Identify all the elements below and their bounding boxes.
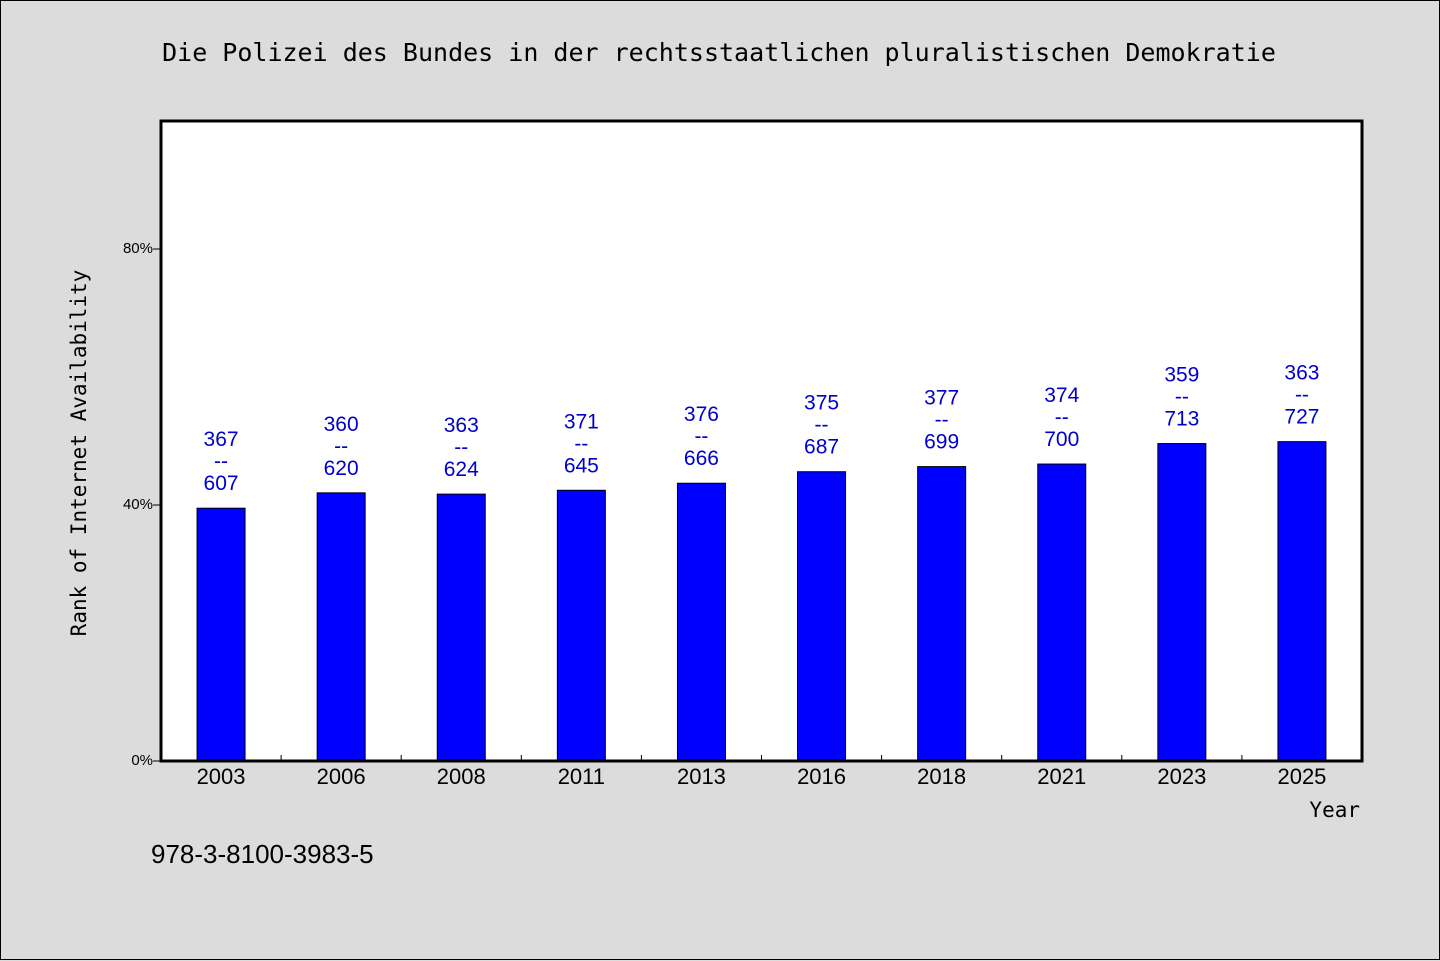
data-label-line: 700 xyxy=(1044,428,1079,451)
data-label-2003: 367 --607 xyxy=(204,428,239,495)
bar-2006 xyxy=(316,492,366,762)
x-axis-ticks: 2003 2006 2008 2011 2013 2016 2018 2021 2023 2025 xyxy=(197,755,1326,789)
data-label-line: -- xyxy=(334,435,348,458)
data-label-line: 666 xyxy=(684,447,719,470)
bars-group xyxy=(196,441,1327,762)
data-label-line: 359 xyxy=(1164,364,1199,387)
data-label-line: -- xyxy=(574,432,588,455)
data-label-2013: 376 --666 xyxy=(684,403,719,470)
bar-2016 xyxy=(797,471,847,762)
data-label-line: 360 xyxy=(324,413,359,436)
data-label-line: 607 xyxy=(204,472,239,495)
data-label-line: 624 xyxy=(444,458,479,481)
bar-2023 xyxy=(1157,443,1207,762)
bar-2003 xyxy=(196,507,246,762)
y-tick-label-0pct: 0% xyxy=(131,752,153,769)
data-label-2011: 371 --645 xyxy=(564,410,599,477)
bar-2018 xyxy=(917,466,967,762)
data-label-line: -- xyxy=(935,409,949,432)
data-label-line: 699 xyxy=(924,431,959,454)
data-label-line: -- xyxy=(815,414,829,437)
bar-2025 xyxy=(1277,441,1327,762)
bar-2021 xyxy=(1037,463,1087,762)
bar-2008 xyxy=(436,493,486,762)
x-tick-label-2018: 2018 xyxy=(917,764,966,789)
x-tick-label-2013: 2013 xyxy=(677,764,726,789)
x-tick-label-2023: 2023 xyxy=(1157,764,1206,789)
x-tick-label-2016: 2016 xyxy=(797,764,846,789)
data-label-line: -- xyxy=(1055,406,1069,429)
data-label-line: -- xyxy=(214,450,228,473)
y-tick-label-80pct: 80% xyxy=(123,240,153,257)
data-label-2016: 375 --687 xyxy=(804,392,839,459)
bar-2011 xyxy=(556,489,606,762)
data-label-2025: 363 --727 xyxy=(1284,362,1319,429)
data-label-line: 374 xyxy=(1044,384,1079,407)
bar-2013 xyxy=(676,482,726,762)
chart-title: Die Polizei des Bundes in der rechtsstaa… xyxy=(162,38,1276,67)
data-label-2008: 363 --624 xyxy=(444,414,479,481)
data-label-line: 363 xyxy=(1284,362,1319,385)
data-label-line: 620 xyxy=(324,457,359,480)
data-label-line: -- xyxy=(1295,384,1309,407)
data-label-line: -- xyxy=(1175,386,1189,409)
data-label-line: -- xyxy=(694,425,708,448)
x-axis-label: Year xyxy=(1309,798,1360,822)
data-label-line: 371 xyxy=(564,410,599,433)
y-tick-label-40pct: 40% xyxy=(123,496,153,513)
y-axis-ticks: 0% 40% 80% xyxy=(123,240,161,769)
data-label-2006: 360 --620 xyxy=(324,413,359,480)
x-tick-label-2008: 2008 xyxy=(437,764,486,789)
data-label-line: 377 xyxy=(924,387,959,410)
data-label-2018: 377 --699 xyxy=(924,387,959,454)
data-label-line: 367 xyxy=(204,428,239,451)
data-label-line: 687 xyxy=(804,436,839,459)
data-label-line: 645 xyxy=(564,454,599,477)
data-label-2021: 374 --700 xyxy=(1044,384,1079,451)
isbn-footer: 978-3-8100-3983-5 xyxy=(151,839,374,869)
x-tick-label-2021: 2021 xyxy=(1037,764,1086,789)
data-label-line: 713 xyxy=(1164,408,1199,431)
data-label-line: 363 xyxy=(444,414,479,437)
data-label-2023: 359 --713 xyxy=(1164,364,1199,431)
x-tick-label-2003: 2003 xyxy=(197,764,246,789)
y-axis-label: Rank of Internet Availability xyxy=(67,270,91,637)
data-label-line: 375 xyxy=(804,392,839,415)
data-label-line: 727 xyxy=(1284,406,1319,429)
data-label-line: -- xyxy=(454,436,468,459)
x-tick-label-2025: 2025 xyxy=(1277,764,1326,789)
x-tick-label-2006: 2006 xyxy=(317,764,366,789)
data-label-line: 376 xyxy=(684,403,719,426)
x-tick-label-2011: 2011 xyxy=(558,764,605,789)
